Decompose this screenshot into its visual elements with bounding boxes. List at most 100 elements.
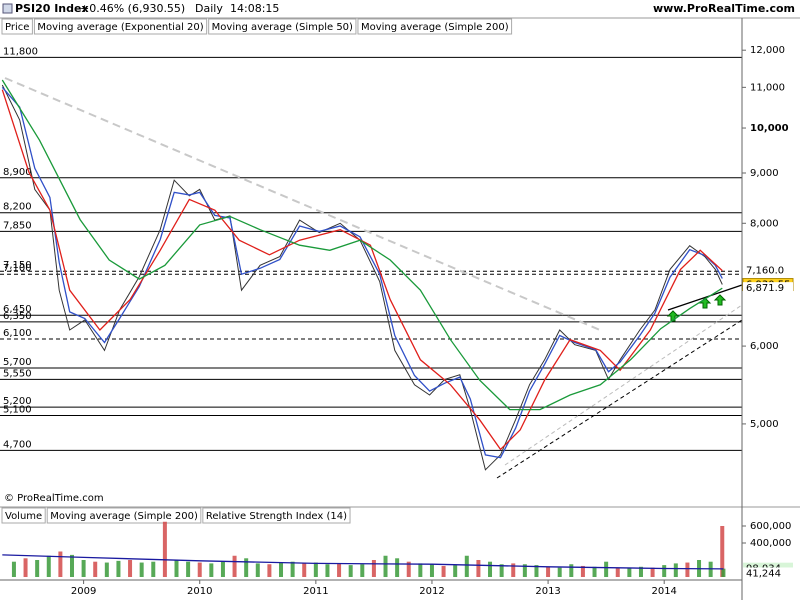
watermark: © ProRealTime.com: [4, 493, 104, 504]
volume-bar: [453, 565, 458, 577]
symbol: PSI20 Index: [15, 2, 89, 15]
volume-bar: [673, 563, 678, 577]
legend-box: [1, 507, 46, 524]
y-tick-label: 6,000: [750, 341, 779, 352]
series-line: [1, 79, 723, 411]
legend-entry: Price: [5, 22, 29, 33]
volume-bar: [209, 563, 214, 577]
y-tick-label: 10,000: [750, 123, 789, 134]
volume-bar: [580, 565, 585, 577]
volume-bar: [429, 564, 434, 577]
volume-bar: [418, 563, 423, 577]
x-tick-label: 2013: [535, 586, 560, 597]
volume-bar: [557, 567, 562, 577]
y-tick-label: 400,000: [750, 538, 791, 549]
change: +0.46% (6,930.55): [80, 2, 185, 15]
trend-line: [4, 77, 601, 331]
volume-bar: [476, 559, 481, 577]
volume-bar: [383, 555, 388, 577]
x-tick-label: 2011: [303, 586, 328, 597]
volume-bar: [93, 561, 98, 577]
series-line: [1, 86, 723, 459]
volume-bar: [11, 561, 16, 577]
level-label: 5,700: [3, 357, 32, 368]
legend-box: [46, 507, 202, 524]
volume-bar: [186, 561, 191, 577]
legend-box: [202, 507, 351, 524]
volume-bar: [23, 558, 28, 577]
value-tag: [743, 282, 793, 295]
volume-bar: [592, 566, 597, 577]
legend-box: [357, 18, 513, 35]
volume-bar: [395, 558, 400, 577]
volume-bar: [488, 561, 493, 577]
symbol-icon: [2, 3, 13, 14]
y-tick-label: 600,000: [750, 521, 791, 532]
y-tick-label: 5,000: [750, 419, 779, 430]
level-label: 11,800: [3, 46, 38, 57]
level-label: 7,100: [3, 263, 32, 274]
volume-bar: [220, 561, 225, 577]
volume-bar: [546, 566, 551, 577]
series-line: [1, 84, 723, 471]
volume-bar: [638, 566, 643, 577]
level-label: 6,350: [3, 311, 32, 322]
volume-bar: [360, 564, 365, 577]
signal-arrow: [713, 294, 727, 306]
volume-bar: [46, 555, 51, 577]
value-tag: [743, 567, 793, 580]
legend-entry: Moving average (Simple 200): [50, 511, 198, 522]
volume-bar: [290, 561, 295, 577]
volume-bar: [81, 559, 86, 577]
level-label: 4,700: [3, 439, 32, 450]
volume-bar: [244, 558, 249, 577]
volume-bar: [534, 565, 539, 577]
volume-bar: [58, 551, 63, 577]
volume-bar: [522, 564, 527, 577]
volume-bar: [650, 567, 655, 577]
y-tick-label: 11,000: [750, 82, 785, 93]
volume-bar: [371, 559, 376, 577]
level-label: 5,200: [3, 396, 32, 407]
volume-bar: [69, 554, 74, 577]
level-label: 6,450: [3, 304, 32, 315]
volume-bar: [128, 559, 133, 577]
volume-bar: [604, 561, 609, 577]
legend-entry: Relative Strength Index (14): [206, 511, 347, 522]
volume-bar: [232, 555, 237, 577]
level-label: 5,100: [3, 404, 32, 415]
x-tick-label: 2010: [187, 586, 212, 597]
volume-bar: [685, 562, 690, 577]
legend-box: [33, 18, 208, 35]
volume-bar: [569, 564, 574, 577]
volume-bar: [255, 563, 260, 577]
volume-bar: [313, 562, 318, 577]
legend-entry: Moving average (Simple 200): [361, 22, 509, 33]
volume-bar: [116, 560, 121, 577]
volume-bar: [35, 559, 40, 577]
legend-entry: Volume: [5, 511, 42, 522]
value-tag-label: 41,244: [746, 568, 781, 579]
volume-bar: [267, 564, 272, 577]
volume-bar: [139, 562, 144, 577]
level-label: 7,150: [3, 260, 32, 271]
volume-bar: [162, 521, 167, 577]
volume-bar: [615, 567, 620, 577]
value-tag: [743, 264, 793, 277]
x-tick-label: 2012: [419, 586, 444, 597]
x-tick-label: 2014: [651, 586, 676, 597]
signal-arrow: [666, 310, 680, 322]
volume-bar: [627, 568, 632, 577]
time: 14:08:15: [230, 2, 279, 15]
legend-box: [208, 18, 357, 35]
y-tick-label: 8,000: [750, 218, 779, 229]
x-tick-label: 2009: [71, 586, 96, 597]
legend-box: [1, 18, 33, 35]
level-label: 6,100: [3, 328, 32, 339]
volume-bar: [511, 563, 516, 577]
volume-panel: Volume Moving average (Simple 200) Relativ…: [1, 507, 793, 597]
volume-bar: [721, 568, 726, 577]
legend-entry: Moving average (Exponential 20): [37, 22, 203, 33]
